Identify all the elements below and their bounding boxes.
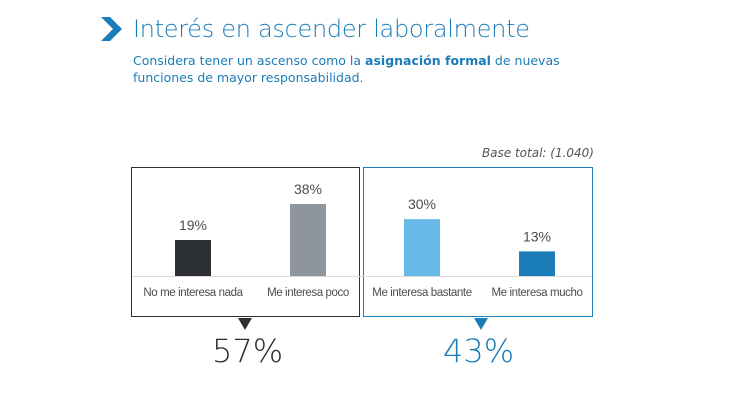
- bar-value-label: 19%: [179, 217, 207, 233]
- group-box-interested: [363, 167, 593, 317]
- bar: [404, 219, 440, 276]
- category-label: Me interesa poco: [267, 287, 349, 299]
- subtitle-bold: asignación formal: [365, 53, 491, 68]
- bar: [290, 204, 326, 276]
- category-label: Me interesa bastante: [372, 287, 471, 299]
- pointer-down-icon: [238, 318, 252, 330]
- page-title: Interés en ascender laboralmente: [133, 15, 530, 43]
- bar-value-label: 13%: [523, 228, 551, 244]
- pointer-down-icon: [474, 318, 488, 330]
- page-subtitle: Considera tener un ascenso como la asign…: [133, 52, 593, 86]
- category-label: Me interesa mucho: [492, 287, 583, 299]
- group-box-not-interested: [131, 167, 360, 317]
- bar-value-label: 38%: [294, 181, 322, 197]
- bar: [519, 251, 555, 276]
- group-total-not-interested: 57%: [212, 332, 284, 370]
- base-total-label: Base total: (1.040): [481, 146, 594, 160]
- subtitle-part2: de nuevas funciones de mayor responsabil…: [133, 53, 560, 85]
- bar: [175, 240, 211, 276]
- chevron-right-icon: [101, 17, 122, 41]
- category-label: No me interesa nada: [143, 287, 243, 299]
- group-total-interested: 43%: [443, 332, 515, 370]
- subtitle-part1: Considera tener un ascenso como la: [133, 53, 366, 68]
- bar-value-label: 30%: [408, 196, 436, 212]
